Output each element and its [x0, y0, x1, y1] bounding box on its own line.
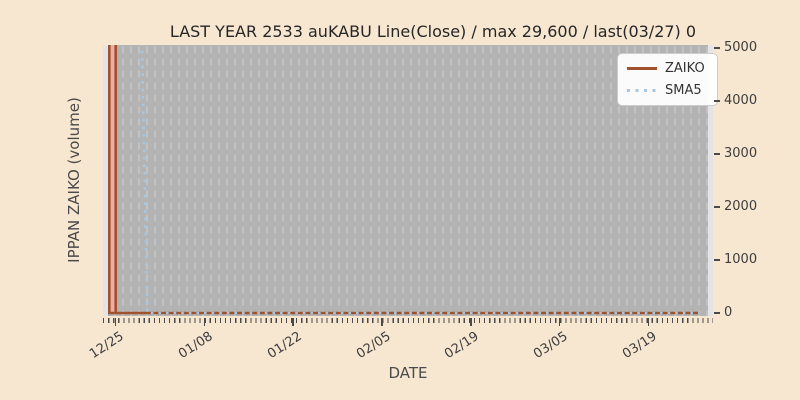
y-tick-label: 2000	[724, 199, 758, 214]
plot-canvas	[103, 45, 713, 316]
y-tick	[714, 153, 720, 155]
series-group	[108, 45, 700, 315]
y-tick	[714, 206, 720, 208]
x-major-tick	[203, 318, 206, 326]
chart-title: LAST YEAR 2533 auKABU Line(Close) / max …	[169, 22, 697, 41]
x-axis-label: DATE	[388, 364, 428, 382]
legend-label-sma5: SMA5	[665, 83, 702, 98]
x-major-tick	[292, 318, 294, 326]
y-tick-label: 1000	[724, 252, 758, 267]
x-major-tick	[381, 318, 383, 326]
legend-label-zaiko: ZAIKO	[665, 61, 705, 76]
y-tick	[714, 100, 720, 102]
x-tick-label: 03/05	[531, 329, 571, 362]
x-major-tick	[470, 318, 472, 326]
legend-item-zaiko: ZAIKO	[627, 61, 708, 76]
y-tick-label: 0	[724, 305, 733, 320]
x-axis-minor-ticks	[103, 318, 713, 323]
x-tick-label: 02/05	[353, 329, 394, 362]
sma5-line-swatch-icon	[627, 89, 657, 92]
x-tick-label: 01/08	[176, 329, 216, 362]
y-tick-label: 4000	[724, 93, 758, 108]
zaiko-line-swatch-icon	[627, 67, 657, 70]
y-tick-label: 5000	[724, 40, 758, 55]
y-tick	[714, 312, 720, 314]
plot-gridlines	[108, 45, 708, 316]
x-major-tick	[647, 318, 650, 326]
x-tick-label: 03/19	[619, 329, 660, 362]
legend-item-sma5: SMA5	[627, 83, 708, 98]
y-tick-label: 3000	[724, 146, 758, 161]
x-tick-label: 12/25	[87, 329, 127, 362]
x-tick-label: 01/22	[264, 329, 305, 362]
legend: ZAIKO SMA5	[617, 53, 718, 106]
x-major-tick	[558, 318, 561, 326]
plot-area	[103, 45, 713, 316]
x-major-tick	[114, 318, 117, 326]
y-tick	[714, 47, 720, 49]
y-tick	[714, 259, 720, 261]
x-tick-label: 02/19	[442, 329, 482, 362]
